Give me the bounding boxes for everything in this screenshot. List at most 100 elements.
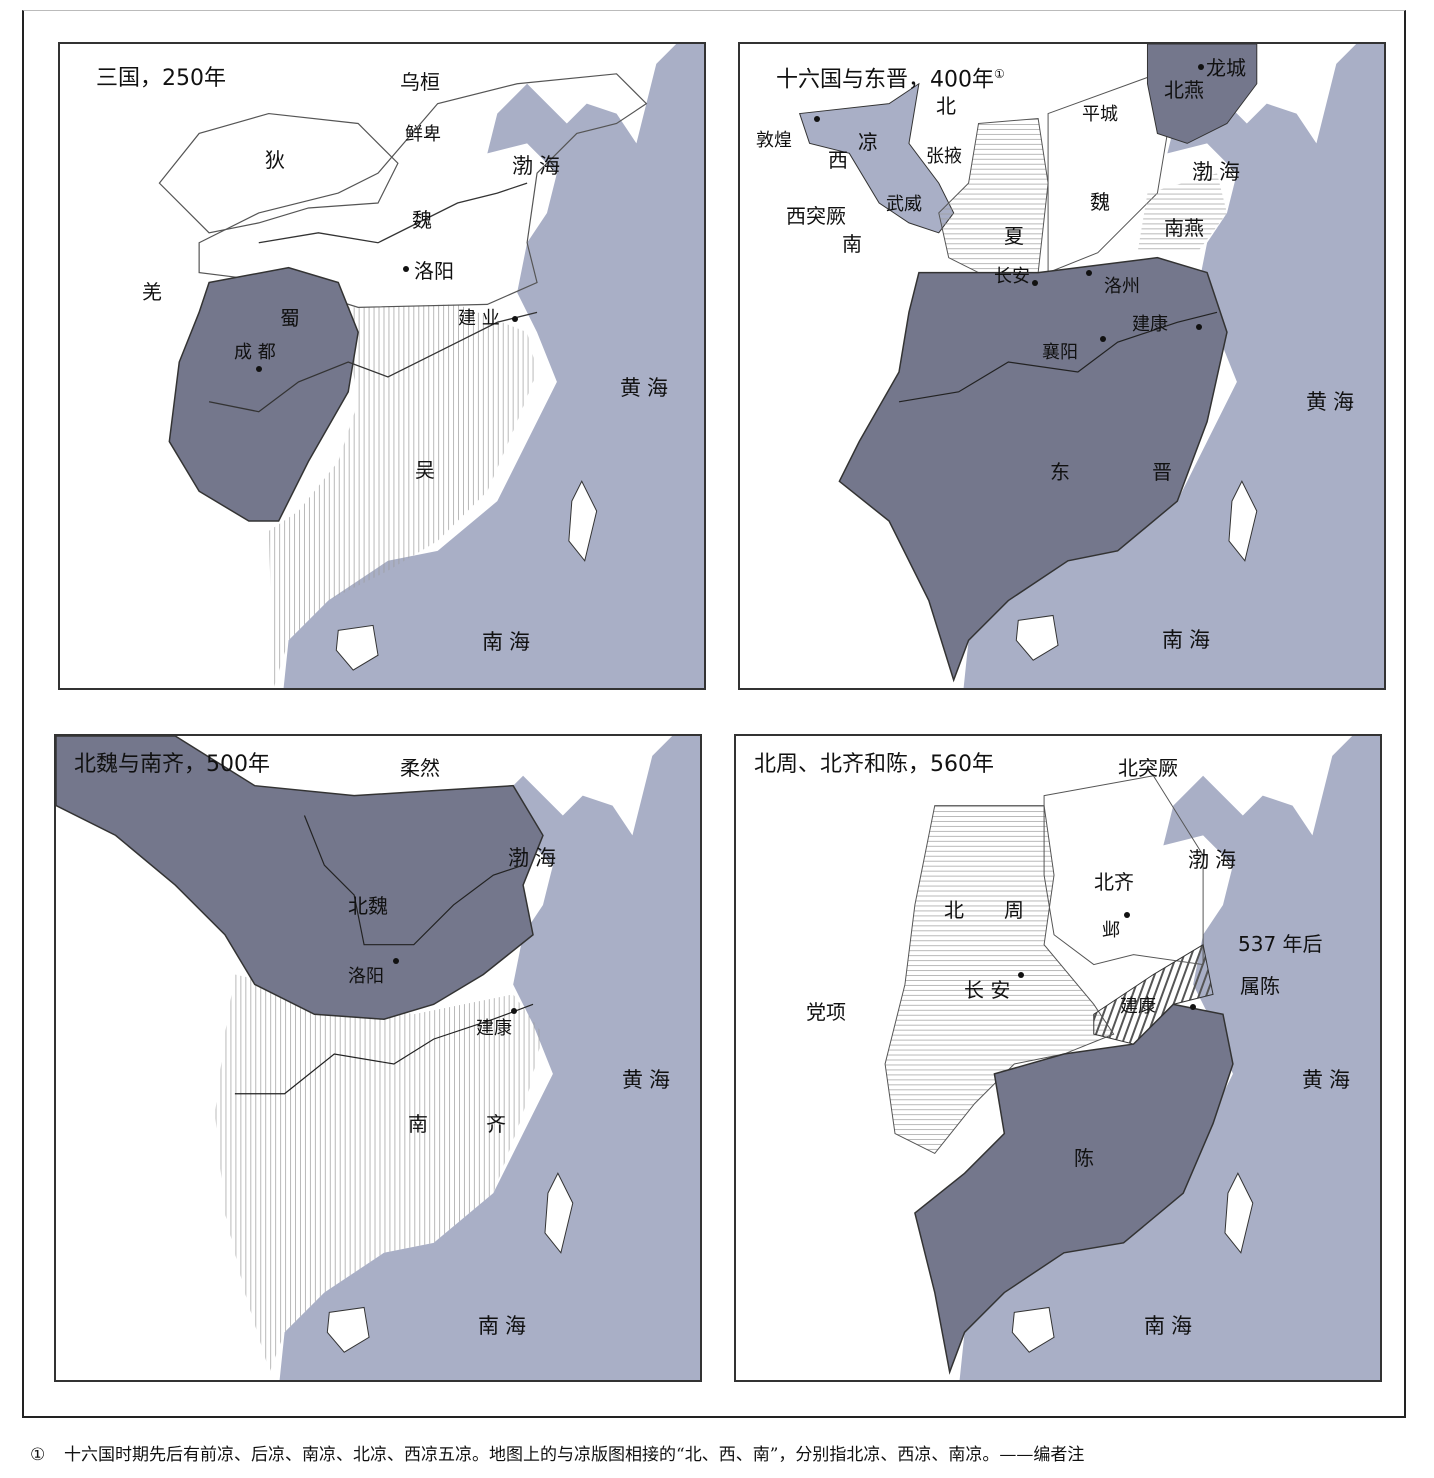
- sea-area: [963, 44, 1384, 688]
- label-bohai: 渤海: [508, 846, 562, 870]
- label-luoyang: 洛阳: [414, 259, 454, 283]
- label-beiyan: 北燕: [1164, 78, 1204, 102]
- label-beituque: 北突厥: [1118, 756, 1178, 780]
- eastern-jin-territory: [838, 256, 1228, 683]
- label-zhangye: 张掖: [926, 146, 962, 167]
- changan-dot: [1018, 972, 1024, 978]
- hainan-island: [1011, 1306, 1055, 1353]
- wu-territory: [268, 304, 538, 688]
- label-longcheng: 龙城: [1206, 56, 1246, 80]
- yangtze-river: [208, 311, 538, 413]
- label-shu: 蜀: [280, 306, 300, 330]
- taiwan-island: [1228, 480, 1258, 562]
- label-nanyan: 南燕: [1164, 216, 1204, 240]
- yellow-river: [258, 182, 528, 244]
- northern-qi-boundary: [1043, 775, 1204, 966]
- hainan-island: [1015, 614, 1059, 661]
- longcheng-dot: [1198, 64, 1204, 70]
- label-jiankang: 建康: [476, 1018, 512, 1039]
- label-changan: 长安: [994, 266, 1030, 287]
- label-xi: 西: [828, 148, 848, 172]
- label-luoyang: 洛阳: [348, 966, 384, 987]
- map-three-kingdoms: 三国，250年 乌桓 鲜卑 狄 渤海 魏 洛阳 羌 蜀 成 都 建 业 黄海 吴…: [58, 42, 706, 690]
- label-dunhuang: 敦煌: [756, 130, 792, 151]
- label-huanghai: 黄海: [622, 1068, 676, 1092]
- label-shuchen: 属陈: [1240, 974, 1280, 998]
- shu-territory: [168, 266, 359, 522]
- label-huanghai: 黄海: [1306, 390, 1360, 414]
- ye-dot: [1124, 912, 1130, 918]
- label-jianye: 建 业: [458, 308, 500, 329]
- label-bohai: 渤海: [1188, 848, 1242, 872]
- map-sixteen-kingdoms: 十六国与东晋，400年① 龙城 北燕 北 平城 敦煌 凉 张掖 西 渤海 魏 西…: [738, 42, 1386, 690]
- label-bei: 北: [944, 898, 964, 922]
- taiwan-island: [568, 480, 598, 562]
- label-wuwei: 武威: [886, 194, 922, 215]
- taiwan-island: [1224, 1172, 1254, 1254]
- label-after537: 537 年后: [1238, 932, 1323, 956]
- footnote-text: 十六国时期先后有前凉、后凉、南凉、北凉、西凉五凉。地图上的与凉版图相接的“北、西…: [64, 1445, 1085, 1465]
- map-northern-wei-southern-qi-graphic: [56, 736, 700, 1380]
- jiankang-dot: [511, 1008, 517, 1014]
- yangtze-river: [898, 311, 1218, 403]
- footnote-mark: ①: [30, 1445, 46, 1465]
- yangtze-river: [234, 1003, 534, 1095]
- label-nanhai: 南海: [1144, 1314, 1198, 1338]
- label-zhou: 周: [1004, 898, 1024, 922]
- label-wu: 吴: [415, 458, 435, 482]
- changan-dot: [1032, 280, 1038, 286]
- sea-area: [959, 736, 1380, 1380]
- hainan-island: [335, 624, 379, 671]
- label-beiwei: 北魏: [348, 894, 388, 918]
- label-nanhai: 南海: [482, 630, 536, 654]
- label-wuhuan: 乌桓: [400, 70, 440, 94]
- label-nanhai: 南海: [478, 1314, 532, 1338]
- label-bohai: 渤海: [512, 154, 566, 178]
- label-chen: 陈: [1074, 1146, 1094, 1170]
- map-title: 北周、北齐和陈，560年: [754, 752, 994, 777]
- northern-wei-territory: [56, 736, 544, 1020]
- label-xituque: 西突厥: [786, 204, 846, 228]
- jiankang-dot: [1190, 1004, 1196, 1010]
- label-bei: 北: [936, 94, 956, 118]
- jianye-dot: [512, 316, 518, 322]
- label-jiankang: 建康: [1120, 996, 1156, 1017]
- label-wei: 魏: [1090, 190, 1110, 214]
- label-nanhai: 南海: [1162, 628, 1216, 652]
- label-xiangyang: 襄阳: [1042, 342, 1078, 363]
- label-di: 狄: [265, 148, 285, 172]
- chen-territory: [914, 1003, 1234, 1375]
- northern-zhou-territory: [884, 805, 1115, 1155]
- hainan-island: [326, 1306, 370, 1353]
- after-537-territory: [1093, 943, 1214, 1045]
- label-rouran: 柔然: [400, 756, 440, 780]
- label-huanghai: 黄海: [1302, 1068, 1356, 1092]
- southern-qi-territory: [215, 974, 543, 1373]
- xiangyang-dot: [1100, 336, 1106, 342]
- sea-area: [279, 736, 700, 1380]
- label-nan: 南: [842, 232, 862, 256]
- luozhou-dot: [1086, 270, 1092, 276]
- label-bohai: 渤海: [1192, 160, 1246, 184]
- southern-yan-territory: [1137, 173, 1227, 253]
- map-title: 三国，250年: [96, 66, 226, 91]
- label-beiqi: 北齐: [1094, 870, 1134, 894]
- label-pingcheng: 平城: [1082, 104, 1118, 125]
- label-dong: 东: [1050, 460, 1070, 484]
- label-qiang: 羌: [142, 280, 162, 304]
- label-jiankang: 建康: [1132, 314, 1168, 335]
- luoyang-dot: [393, 958, 399, 964]
- map-northern-zhou-qi-chen: 北周、北齐和陈，560年 北突厥 渤海 北齐 北 周 邺 537 年后 属陈 长…: [734, 734, 1382, 1382]
- map-sixteen-kingdoms-graphic: [798, 44, 1384, 688]
- label-dangxiang: 党项: [806, 1000, 846, 1024]
- label-huanghai: 黄海: [620, 376, 674, 400]
- xianbei-boundary: [158, 112, 399, 234]
- label-liang: 凉: [858, 130, 878, 154]
- map-title: 北魏与南齐，500年: [74, 752, 270, 777]
- dunhuang-dot: [814, 116, 820, 122]
- footnote: ① 十六国时期先后有前凉、后凉、南凉、北凉、西凉五凉。地图上的与凉版图相接的“北、…: [30, 1440, 1410, 1465]
- luoyang-dot: [403, 266, 409, 272]
- jiankang-dot: [1196, 324, 1202, 330]
- northern-yan-territory: [1146, 44, 1258, 144]
- label-changan: 长 安: [964, 978, 1011, 1002]
